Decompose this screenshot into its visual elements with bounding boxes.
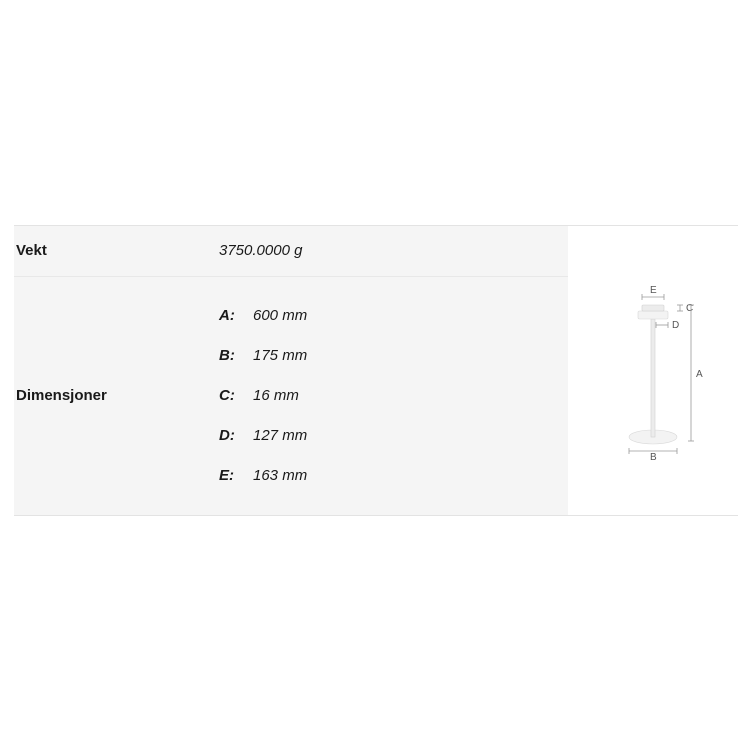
diagram-top-plate: [638, 311, 668, 319]
diagram-label-d: D: [672, 320, 679, 331]
dimension-value: 16 mm: [253, 387, 299, 405]
dimension-item: B: 175 mm: [219, 347, 568, 365]
dimension-value: 175 mm: [253, 347, 307, 365]
dimension-letter: D:: [219, 427, 239, 445]
diagram-cell: E C: [568, 226, 738, 516]
dimension-item: D: 127 mm: [219, 427, 568, 445]
weight-row: Vekt 3750.0000 g: [14, 226, 738, 277]
spec-section: Vekt 3750.0000 g: [14, 225, 738, 516]
dimension-diagram: E C: [568, 281, 738, 461]
bottom-divider: [14, 515, 738, 516]
weight-value: 3750.0000 g: [219, 226, 568, 277]
dimension-letter: C:: [219, 387, 239, 405]
diagram-bracket-a: A: [688, 305, 703, 441]
product-dimension-svg: E C: [598, 281, 708, 461]
diagram-label-e: E: [650, 285, 657, 296]
diagram-bracket-e: E: [642, 285, 664, 300]
diagram-label-b: B: [650, 452, 657, 461]
diagram-bracket-d: D: [656, 320, 679, 331]
dimension-value: 163 mm: [253, 467, 307, 485]
diagram-bracket-b: B: [629, 448, 677, 461]
weight-label: Vekt: [14, 226, 219, 277]
dimension-item: A: 600 mm: [219, 307, 568, 325]
dimension-list: A: 600 mm B: 175 mm C: 16 mm D:: [219, 293, 568, 499]
dimension-letter: A:: [219, 307, 239, 325]
diagram-pole: [651, 319, 655, 437]
spec-table: Vekt 3750.0000 g: [14, 225, 738, 515]
dimension-value: 127 mm: [253, 427, 307, 445]
diagram-top-cap: [642, 305, 664, 311]
dimension-letter: B:: [219, 347, 239, 365]
dimension-value: 600 mm: [253, 307, 307, 325]
diagram-label-a: A: [696, 369, 703, 380]
dimensions-values: A: 600 mm B: 175 mm C: 16 mm D:: [219, 277, 568, 516]
dimension-letter: E:: [219, 467, 239, 485]
dimension-item: E: 163 mm: [219, 467, 568, 485]
page-root: Vekt 3750.0000 g: [0, 0, 752, 752]
dimensions-label: Dimensjoner: [14, 277, 219, 516]
dimension-item: C: 16 mm: [219, 387, 568, 405]
